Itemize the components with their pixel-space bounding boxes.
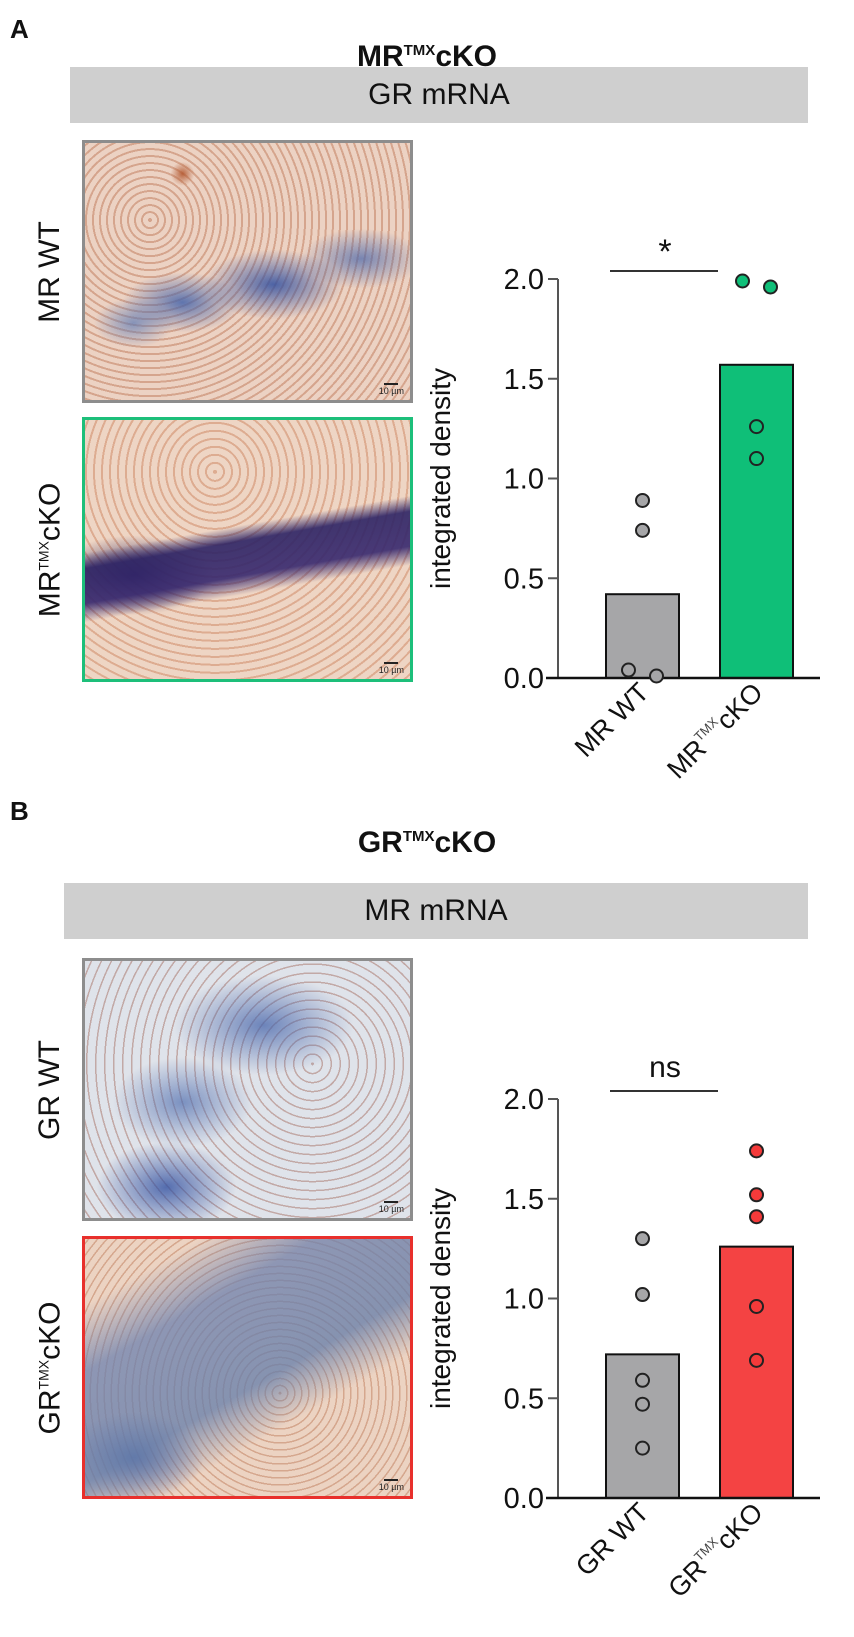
y-tick-label: 0.0 [504,1483,544,1515]
bar-1 [719,363,794,679]
data-point [635,1287,650,1303]
panel-b-row-label-wt: GR WT [20,958,80,1221]
panel-a-band: GR mRNA [70,67,808,123]
data-point [749,1187,764,1203]
title-tail: cKO [434,826,497,859]
micrograph-gr-cko: 10 µm [82,1236,413,1499]
panel-b-band: MR mRNA [64,883,808,939]
micrograph-gr-wt: 10 µm [82,958,413,1221]
y-axis-label: integrated density [425,368,456,589]
y-axis-label: integrated density [425,1188,456,1409]
data-point [749,451,764,467]
title-sup: TMX [402,828,435,845]
scale-bar: 10 µm [379,383,404,396]
data-point [621,662,636,678]
row-label-text: MR WT [33,220,67,323]
data-point [749,1352,764,1368]
scale-bar: 10 µm [379,1201,404,1214]
data-point [749,419,764,435]
micrograph-mr-cko: 10 µm [82,417,413,682]
y-tick-label: 0.5 [504,563,544,595]
row-label-text: GR WT [33,1039,67,1140]
panel-b-letter: B [10,796,29,826]
micrograph-mr-wt: 10 µm [82,140,413,403]
row-label-sup: TMX [35,540,52,571]
panel-a-row-label-ko: MRTMXcKO [20,417,80,682]
data-point [649,668,664,684]
data-point [635,1396,650,1412]
data-point [763,279,778,295]
data-point [635,1440,650,1456]
y-tick-label: 1.0 [504,1284,544,1316]
chart-b: 0.0 0.5 1.0 1.5 2.0 integrated density ns GR WT… [425,1051,820,1603]
row-label-tail: cKO [33,482,67,541]
y-tick-label: 0.0 [504,663,544,695]
y-tick-label: 1.5 [504,1184,544,1216]
title-sup: TMX [403,42,436,59]
data-point [735,273,750,289]
significance-label: ns [649,1051,681,1084]
row-label-text: MR [33,570,67,617]
x-tick-label: GRTMXcKO [662,1497,768,1603]
panel-b-row-label-ko: GRTMXcKO [20,1236,80,1499]
y-tick-label: 1.0 [504,464,544,496]
y-tick-label: 0.5 [504,1383,544,1415]
x-tick-label: MRTMXcKO [661,677,768,784]
x-tick-label: MR WT [569,677,655,763]
data-point [635,522,650,538]
data-point [749,1143,764,1159]
data-point [635,1231,650,1247]
bar-1 [719,1245,794,1499]
data-point [635,492,650,508]
chart-a: 0.0 0.5 1.0 1.5 2.0 integrated density * MR WT M… [425,233,820,784]
panel-a-row-label-wt: MR WT [20,140,80,403]
data-point [749,1209,764,1225]
row-label-tail: cKO [33,1301,67,1360]
significance-label: * [658,233,671,271]
y-tick-label: 2.0 [504,264,544,296]
row-label-sup: TMX [35,1359,52,1389]
row-label-text: GR [33,1388,67,1434]
scale-bar: 10 µm [379,1479,404,1492]
y-tick-label: 1.5 [504,364,544,396]
panel-b-title: GRTMXcKO [0,826,854,860]
scale-bar: 10 µm [379,662,404,675]
panel-a-letter: A [10,14,29,44]
data-point [635,1372,650,1388]
x-tick-label: GR WT [570,1497,655,1582]
data-point [749,1298,764,1314]
bar-0 [605,593,680,679]
title-main: GR [357,826,403,859]
y-tick-label: 2.0 [504,1084,544,1116]
